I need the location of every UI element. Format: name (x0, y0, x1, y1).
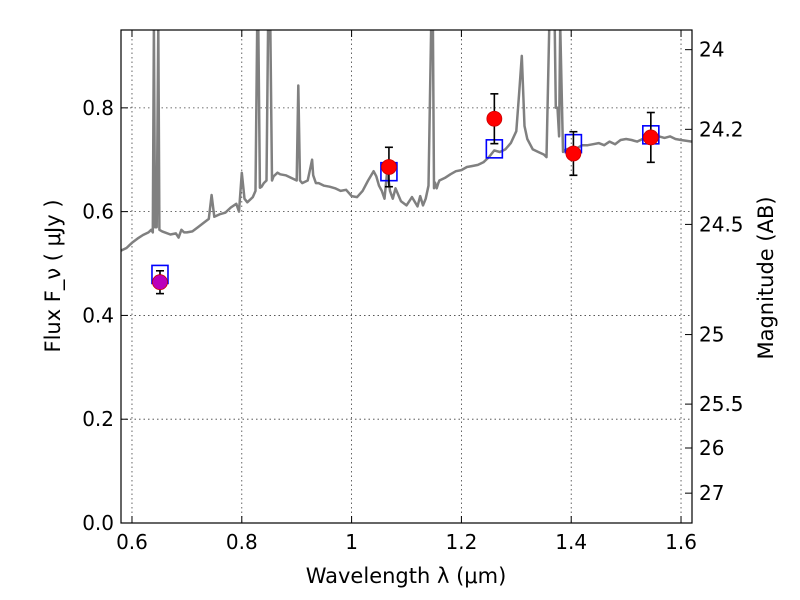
observed-flux-point (486, 110, 503, 127)
x-axis-label: Wavelength λ (μm) (306, 564, 507, 588)
x-tick-label: 1.6 (665, 530, 697, 554)
x-tick-label: 1.4 (555, 530, 587, 554)
observed-flux-point (565, 145, 582, 162)
y-tick-label: 0.4 (82, 303, 114, 327)
y2-tick-label: 24 (699, 38, 724, 62)
y-tick-label: 0.8 (82, 96, 114, 120)
y2-tick-label: 25.5 (699, 392, 744, 416)
plot-area (121, 30, 692, 295)
y2-axis-label: Magnitude (AB) (754, 196, 778, 359)
y2-tick-label: 24.2 (699, 117, 744, 141)
y2-tick-label: 25 (699, 323, 724, 347)
ticks: 0.6 0.8 1 1.2 1.4 1.6 0.0 0.2 0.4 0.6 0.8 24 24.2 24.… (82, 30, 744, 554)
y2-tick-label: 26 (699, 436, 724, 460)
observed-flux-point (381, 159, 397, 175)
observed-flux-point (152, 274, 168, 291)
y-tick-label: 0.6 (82, 200, 114, 224)
x-tick-label: 0.8 (226, 530, 258, 554)
model-spectrum-line (121, 30, 692, 252)
y-axis-label: Flux F_ν ( μJy ) (41, 199, 66, 352)
x-tick-label: 0.6 (116, 530, 148, 554)
y2-tick-label: 24.5 (699, 212, 744, 236)
x-tick-label: 1.2 (445, 530, 477, 554)
y2-tick-label: 27 (699, 481, 724, 505)
gridlines (121, 30, 692, 524)
y-tick-label: 0.0 (82, 511, 114, 535)
observed-flux-point (642, 129, 659, 146)
x-tick-label: 1 (345, 530, 358, 554)
y-tick-label: 0.2 (82, 407, 114, 431)
plot-frame (120, 29, 693, 524)
